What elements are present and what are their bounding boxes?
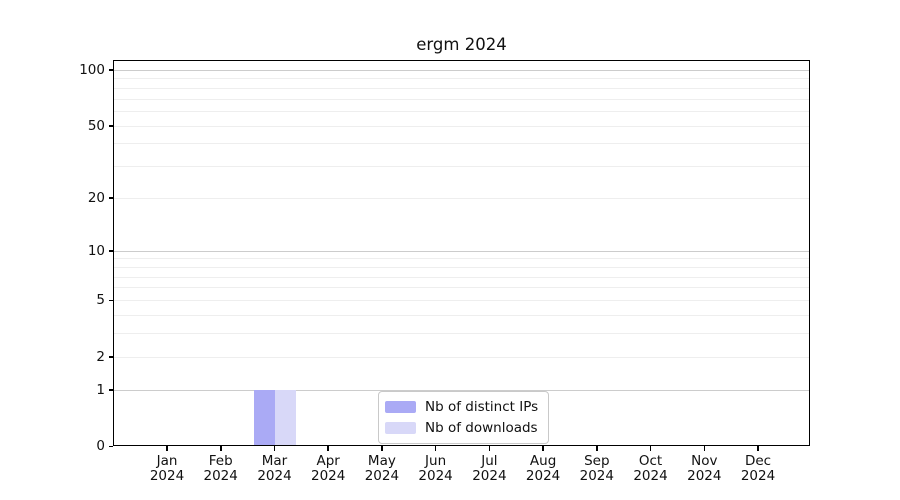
y-tick-label: 10 [87,242,105,259]
legend-item: Nb of downloads [385,420,538,436]
x-tick-label: Feb 2024 [189,454,253,484]
legend-label: Nb of distinct IPs [425,399,539,415]
bars-layer [113,60,810,446]
y-tick-mark [108,125,113,127]
gridline-minor [113,356,810,358]
y-tick-mark [108,299,113,301]
x-tick-label: May 2024 [350,454,414,484]
gridline-minor [113,98,810,100]
x-tick-label: Dec 2024 [726,454,790,484]
gridline-major [113,69,810,71]
gridline-minor [113,276,810,278]
gridline-minor [113,258,810,260]
x-tick-label: Jan 2024 [135,454,199,484]
x-tick-year: 2024 [418,468,453,484]
y-tick-mark [108,197,113,199]
y-tick-label: 100 [79,61,105,78]
y-tick-label: 50 [87,117,105,134]
x-tick-label: Aug 2024 [511,454,575,484]
x-tick-label: Oct 2024 [619,454,683,484]
x-tick-year: 2024 [472,468,507,484]
bar-nb-of-downloads [274,389,296,445]
y-tick-label: 5 [96,292,105,308]
gridline-minor [113,143,810,145]
x-tick-label: Mar 2024 [243,454,307,484]
y-tick-mark [108,69,113,71]
gridline-minor [113,78,810,80]
x-tick-mark [596,446,598,451]
gridline-minor [113,300,810,301]
gridline-minor [113,314,810,316]
gridline-minor [113,197,810,199]
gridline-minor [113,287,810,289]
y-tick-mark [108,445,113,447]
x-tick-mark [649,446,652,451]
y-tick-label: 1 [96,381,105,398]
legend-swatch [385,422,416,434]
x-tick-mark [273,446,276,451]
x-tick-mark [542,446,544,451]
x-tick-year: 2024 [740,468,776,484]
x-tick-year: 2024 [364,468,400,484]
x-tick-mark [220,446,222,451]
x-tick-label: Jul 2024 [457,454,521,484]
legend-item: Nb of distinct IPs [385,399,538,415]
gridline-minor [113,333,810,334]
x-tick-mark [434,446,437,451]
x-tick-label: Apr 2024 [296,454,360,484]
gridline-minor [113,111,810,112]
x-tick-year: 2024 [633,468,668,484]
y-tick-mark [108,389,113,391]
gridline-minor [113,166,810,168]
x-tick-mark [381,446,383,451]
y-tick-label: 0 [96,438,105,454]
x-tick-mark [757,446,759,451]
x-tick-mark [703,446,705,451]
bar-nb-of-distinct-ips [253,389,275,445]
x-tick-year: 2024 [579,468,614,484]
x-tick-year: 2024 [149,468,185,484]
gridline-minor [113,87,810,89]
gridlines-layer [113,60,810,446]
legend-label: Nb of downloads [425,420,538,436]
x-tick-year: 2024 [525,468,561,484]
x-tick-mark [488,446,491,451]
legend: Nb of distinct IPs Nb of downloads [378,391,550,444]
y-tick-label: 2 [96,348,105,365]
gridline-major [113,389,810,391]
x-tick-label: Nov 2024 [672,454,736,484]
y-tick-label: 20 [87,189,105,206]
chart-title: ergm 2024 [416,35,507,54]
x-tick-mark [327,446,329,451]
gridline-minor [113,266,810,268]
legend-swatch [385,401,416,413]
x-tick-year: 2024 [687,468,722,484]
x-tick-label: Sep 2024 [565,454,629,484]
x-tick-label: Jun 2024 [404,454,468,484]
x-tick-year: 2024 [203,468,238,484]
gridline-minor [113,125,810,127]
y-tick-mark [108,250,113,252]
y-tick-mark [108,356,113,358]
x-tick-mark [166,446,168,451]
gridline-major [113,250,810,252]
x-tick-year: 2024 [311,468,346,484]
x-tick-year: 2024 [257,468,292,484]
